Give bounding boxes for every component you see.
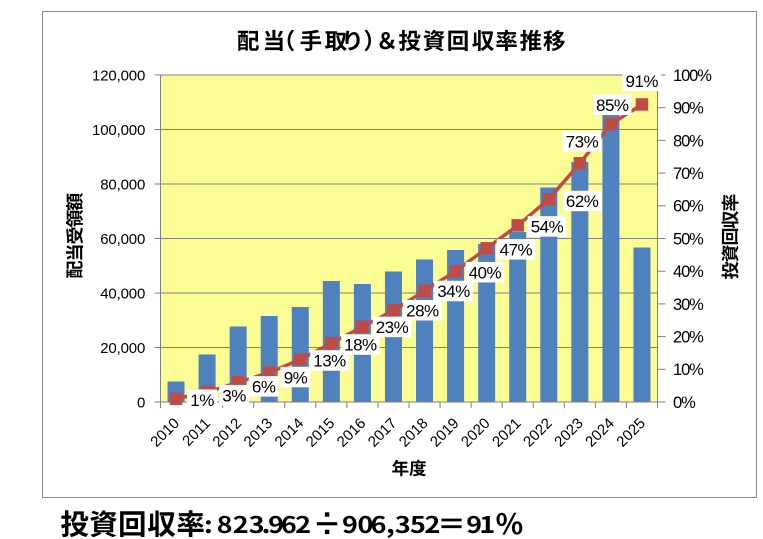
svg-text:60%: 60% bbox=[673, 198, 704, 216]
svg-text:70%: 70% bbox=[673, 165, 704, 183]
svg-text:40%: 40% bbox=[673, 263, 704, 281]
svg-text:80,000: 80,000 bbox=[100, 176, 145, 193]
svg-text:73%: 73% bbox=[566, 133, 599, 152]
svg-text:20%: 20% bbox=[673, 329, 704, 347]
svg-text:18%: 18% bbox=[344, 336, 377, 355]
svg-text:100,000: 100,000 bbox=[92, 122, 145, 139]
svg-text:100%: 100% bbox=[673, 67, 712, 85]
svg-text:3%: 3% bbox=[222, 386, 246, 405]
svg-text:9%: 9% bbox=[284, 368, 308, 387]
svg-text:23%: 23% bbox=[376, 318, 409, 337]
svg-text:47%: 47% bbox=[500, 241, 533, 260]
svg-text:90%: 90% bbox=[673, 100, 704, 118]
svg-text:1%: 1% bbox=[190, 391, 214, 410]
svg-text:10%: 10% bbox=[673, 361, 704, 379]
svg-text:34%: 34% bbox=[437, 282, 470, 301]
svg-text:62%: 62% bbox=[566, 192, 599, 211]
svg-text:120,000: 120,000 bbox=[92, 67, 145, 84]
svg-text:50%: 50% bbox=[673, 230, 704, 248]
svg-text:80%: 80% bbox=[673, 132, 704, 150]
svg-text:60,000: 60,000 bbox=[100, 231, 145, 248]
svg-text:85%: 85% bbox=[596, 96, 629, 115]
svg-text:0%: 0% bbox=[673, 394, 696, 412]
svg-text:54%: 54% bbox=[531, 218, 564, 237]
svg-text:40%: 40% bbox=[469, 263, 502, 282]
svg-text:30%: 30% bbox=[673, 296, 704, 314]
svg-text:13%: 13% bbox=[313, 352, 346, 371]
svg-text:91%: 91% bbox=[625, 72, 658, 91]
svg-text:28%: 28% bbox=[406, 301, 439, 320]
svg-text:40,000: 40,000 bbox=[100, 285, 145, 302]
svg-text:6%: 6% bbox=[252, 378, 276, 397]
svg-text:20,000: 20,000 bbox=[100, 340, 145, 357]
svg-text:0: 0 bbox=[137, 394, 145, 411]
